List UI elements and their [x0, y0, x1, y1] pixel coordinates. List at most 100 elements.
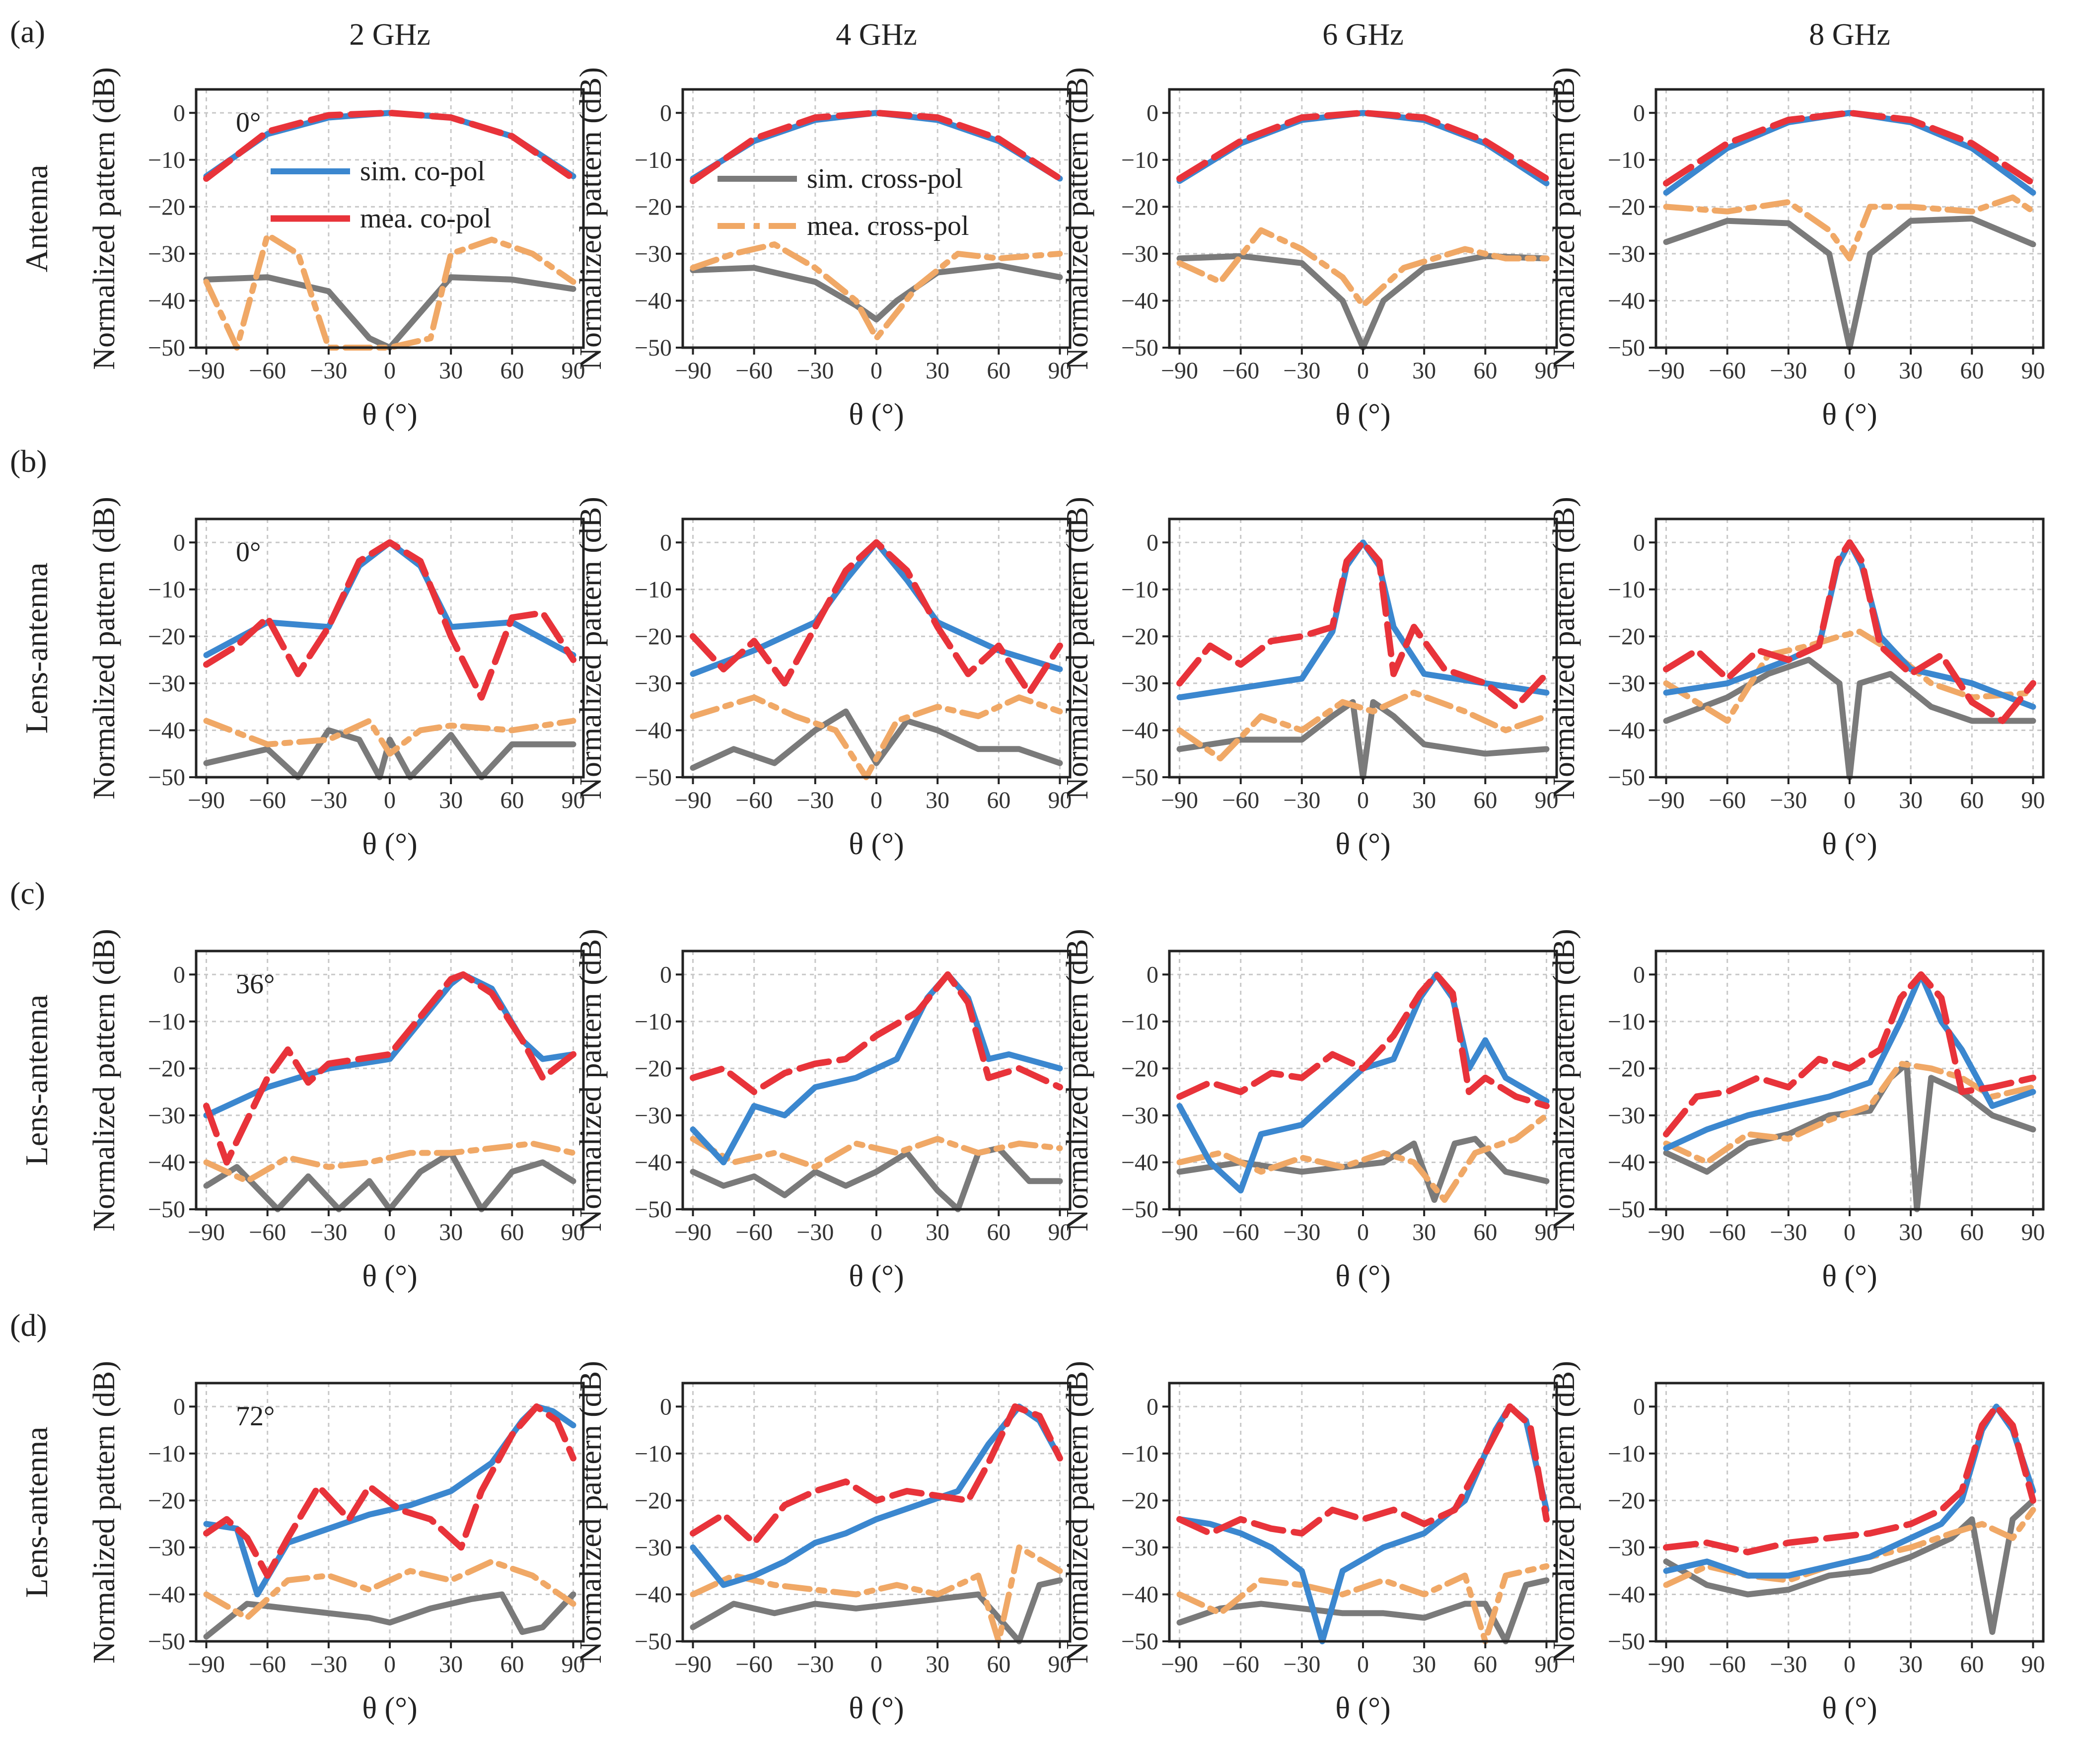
x-axis-label: θ (°) [1822, 1691, 1877, 1725]
y-tick-label: −10 [1121, 577, 1158, 603]
x-axis-label: θ (°) [1822, 398, 1877, 432]
y-tick-label: −40 [635, 1149, 672, 1176]
x-tick-label: 30 [1412, 787, 1436, 813]
y-tick-label: −50 [635, 335, 672, 361]
y-tick-label: −20 [1608, 194, 1645, 220]
x-tick-label: −90 [674, 1219, 712, 1246]
y-tick-label: −20 [1608, 1055, 1645, 1082]
x-tick-label: 90 [2021, 358, 2045, 384]
y-axis-label: Normalized pattern (dB) [87, 497, 121, 799]
x-tick-label: 90 [1048, 1219, 1072, 1246]
x-axis-label: θ (°) [1335, 1259, 1390, 1293]
angle-label: 0° [236, 537, 261, 568]
x-tick-label: −90 [674, 1651, 712, 1678]
panel-b-2: −90 −60 −30 0 30 60 90 0 −10 −20 −30 −40 −50 θ (°) Nor… [1061, 497, 1558, 861]
y-tick-label: 0 [1147, 529, 1158, 556]
panel-a-0: −90 −60 −30 0 30 60 90 0 −10 −20 −30 −40 −50 θ (°) Nor… [87, 67, 585, 432]
series-line-mea-cross [690, 1136, 1063, 1170]
x-tick-label: −30 [1283, 1219, 1320, 1246]
y-tick-label: 0 [660, 100, 672, 126]
y-tick-label: 0 [173, 961, 185, 988]
x-tick-label: −60 [735, 1651, 773, 1678]
y-tick-label: −40 [1608, 717, 1645, 743]
x-tick-label: 90 [1048, 787, 1072, 813]
x-tick-label: −60 [735, 1219, 773, 1246]
x-tick-label: −30 [1283, 358, 1320, 384]
x-tick-label: −30 [310, 1219, 347, 1246]
y-tick-label: −10 [1608, 147, 1645, 173]
angle-label: 0° [236, 107, 261, 138]
x-axis-label: θ (°) [1335, 827, 1390, 861]
x-axis-label: θ (°) [1335, 1691, 1390, 1725]
x-tick-label: −60 [249, 358, 286, 384]
row-label: (c) [10, 876, 45, 911]
x-axis-label: θ (°) [1822, 1259, 1877, 1293]
y-axis-label: Normalized pattern (dB) [1061, 929, 1094, 1231]
y-axis-label: Normalized pattern (dB) [1547, 67, 1581, 369]
y-tick-label: −40 [1608, 288, 1645, 314]
y-tick-label: −50 [1608, 1628, 1645, 1655]
x-tick-label: −30 [310, 358, 347, 384]
series-line-mea-cross [1176, 689, 1550, 762]
angle-label: 72° [236, 1401, 275, 1432]
y-tick-label: −50 [1121, 1628, 1158, 1655]
x-tick-label: 0 [1357, 1651, 1369, 1678]
series-line-mea-cross [1663, 194, 2036, 262]
series-line-sim-co [1663, 1403, 2036, 1579]
y-tick-label: −10 [148, 1441, 185, 1467]
series-line-mea-co [1176, 539, 1550, 710]
y-axis-label: Normalized pattern (dB) [87, 929, 121, 1231]
series-line-mea-co [1176, 1403, 1550, 1537]
y-tick-label: −30 [635, 1102, 672, 1129]
x-tick-label: 60 [500, 1219, 524, 1246]
y-tick-label: −50 [148, 335, 185, 361]
y-tick-label: −20 [635, 194, 672, 220]
y-tick-label: −50 [1608, 764, 1645, 791]
panel-b-0: −90 −60 −30 0 30 60 90 0 −10 −20 −30 −40 −50 θ (°) Nor… [87, 497, 585, 861]
x-tick-label: 30 [926, 358, 949, 384]
y-tick-label: 0 [1633, 529, 1645, 556]
x-tick-label: −60 [1709, 1651, 1746, 1678]
x-tick-label: 0 [870, 787, 882, 813]
series-line-sim-cross [203, 1591, 576, 1640]
x-tick-label: −30 [1770, 1651, 1807, 1678]
y-tick-label: −40 [635, 717, 672, 743]
x-tick-label: 30 [1412, 358, 1436, 384]
angle-label: 36° [236, 969, 275, 1000]
y-tick-label: −50 [635, 1628, 672, 1655]
y-tick-label: −20 [1608, 1487, 1645, 1514]
x-tick-label: 30 [926, 787, 949, 813]
y-tick-label: −30 [1121, 1102, 1158, 1129]
x-tick-label: −60 [735, 358, 773, 384]
x-tick-label: 90 [1534, 358, 1558, 384]
x-tick-label: 90 [561, 358, 585, 384]
row-title: Lens-antenna [19, 1427, 54, 1598]
y-tick-label: −10 [635, 1441, 672, 1467]
x-tick-label: 60 [987, 1651, 1010, 1678]
series-line-mea-co [1663, 1403, 2036, 1555]
x-axis-label: θ (°) [362, 1691, 417, 1725]
x-tick-label: 60 [1473, 358, 1497, 384]
y-axis-label: Normalized pattern (dB) [87, 67, 121, 369]
x-tick-label: 0 [1357, 358, 1369, 384]
x-axis-label: θ (°) [362, 398, 417, 432]
y-tick-label: −50 [635, 1196, 672, 1223]
y-tick-label: 0 [173, 529, 185, 556]
x-tick-label: 60 [1473, 787, 1497, 813]
x-tick-label: −90 [1161, 358, 1198, 384]
series-line-sim-cross [203, 727, 576, 780]
y-tick-label: −10 [635, 147, 672, 173]
y-tick-label: −30 [1608, 241, 1645, 267]
y-tick-label: −10 [1608, 1009, 1645, 1035]
x-tick-label: 30 [1899, 1219, 1923, 1246]
x-tick-label: −30 [310, 1651, 347, 1678]
x-tick-label: 0 [870, 358, 882, 384]
x-tick-label: 90 [1534, 1219, 1558, 1246]
series-line-mea-co [690, 971, 1063, 1096]
legend-label-sim-co: sim. co-pol [360, 156, 485, 187]
panel-a-1: −90 −60 −30 0 30 60 90 0 −10 −20 −30 −40 −50 θ (°) Nor… [574, 67, 1072, 432]
y-tick-label: 0 [1147, 1394, 1158, 1420]
y-tick-label: 0 [660, 529, 672, 556]
panel-c-1: −90 −60 −30 0 30 60 90 0 −10 −20 −30 −40 −50 θ (°) Nor… [574, 929, 1072, 1293]
series-line-mea-cross [690, 694, 1063, 780]
